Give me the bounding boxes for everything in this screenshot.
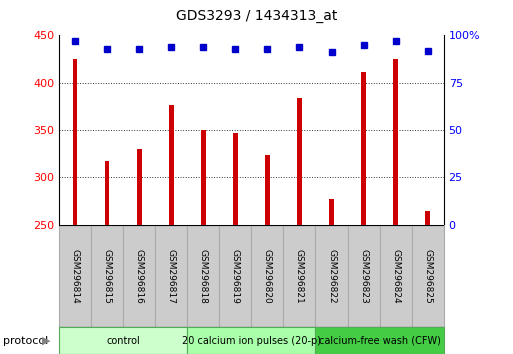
Bar [73,59,77,225]
FancyBboxPatch shape [283,225,315,327]
Text: protocol: protocol [3,336,48,346]
Bar [361,72,366,225]
Text: GSM296823: GSM296823 [359,249,368,303]
FancyBboxPatch shape [220,225,251,327]
Text: GSM296818: GSM296818 [199,249,208,304]
Text: GSM296817: GSM296817 [167,249,176,304]
Bar [169,104,173,225]
Bar [105,161,109,225]
Bar [297,98,302,225]
FancyBboxPatch shape [348,225,380,327]
Text: GSM296821: GSM296821 [295,249,304,303]
FancyBboxPatch shape [155,225,187,327]
Bar [425,211,430,225]
Bar [265,155,270,225]
FancyBboxPatch shape [123,225,155,327]
Bar [201,130,206,225]
FancyBboxPatch shape [315,327,444,354]
FancyBboxPatch shape [251,225,283,327]
Text: 20 calcium ion pulses (20-p): 20 calcium ion pulses (20-p) [182,336,321,346]
Text: GSM296819: GSM296819 [231,249,240,304]
Text: control: control [106,336,140,346]
FancyBboxPatch shape [315,225,348,327]
Text: GDS3293 / 1434313_at: GDS3293 / 1434313_at [176,9,337,23]
Text: GSM296820: GSM296820 [263,249,272,303]
FancyBboxPatch shape [187,327,315,354]
FancyBboxPatch shape [411,225,444,327]
FancyBboxPatch shape [380,225,411,327]
Text: GSM296816: GSM296816 [134,249,144,304]
Text: GSM296822: GSM296822 [327,249,336,303]
FancyBboxPatch shape [59,327,187,354]
Bar [329,199,334,225]
Text: ▶: ▶ [42,336,50,346]
FancyBboxPatch shape [91,225,123,327]
Bar [137,149,142,225]
Text: GSM296815: GSM296815 [103,249,112,304]
Text: GSM296824: GSM296824 [391,249,400,303]
Text: GSM296814: GSM296814 [70,249,80,303]
Bar [393,59,398,225]
Text: calcium-free wash (CFW): calcium-free wash (CFW) [319,336,441,346]
FancyBboxPatch shape [59,225,91,327]
FancyBboxPatch shape [187,225,220,327]
Bar [233,133,238,225]
Text: GSM296825: GSM296825 [423,249,432,303]
